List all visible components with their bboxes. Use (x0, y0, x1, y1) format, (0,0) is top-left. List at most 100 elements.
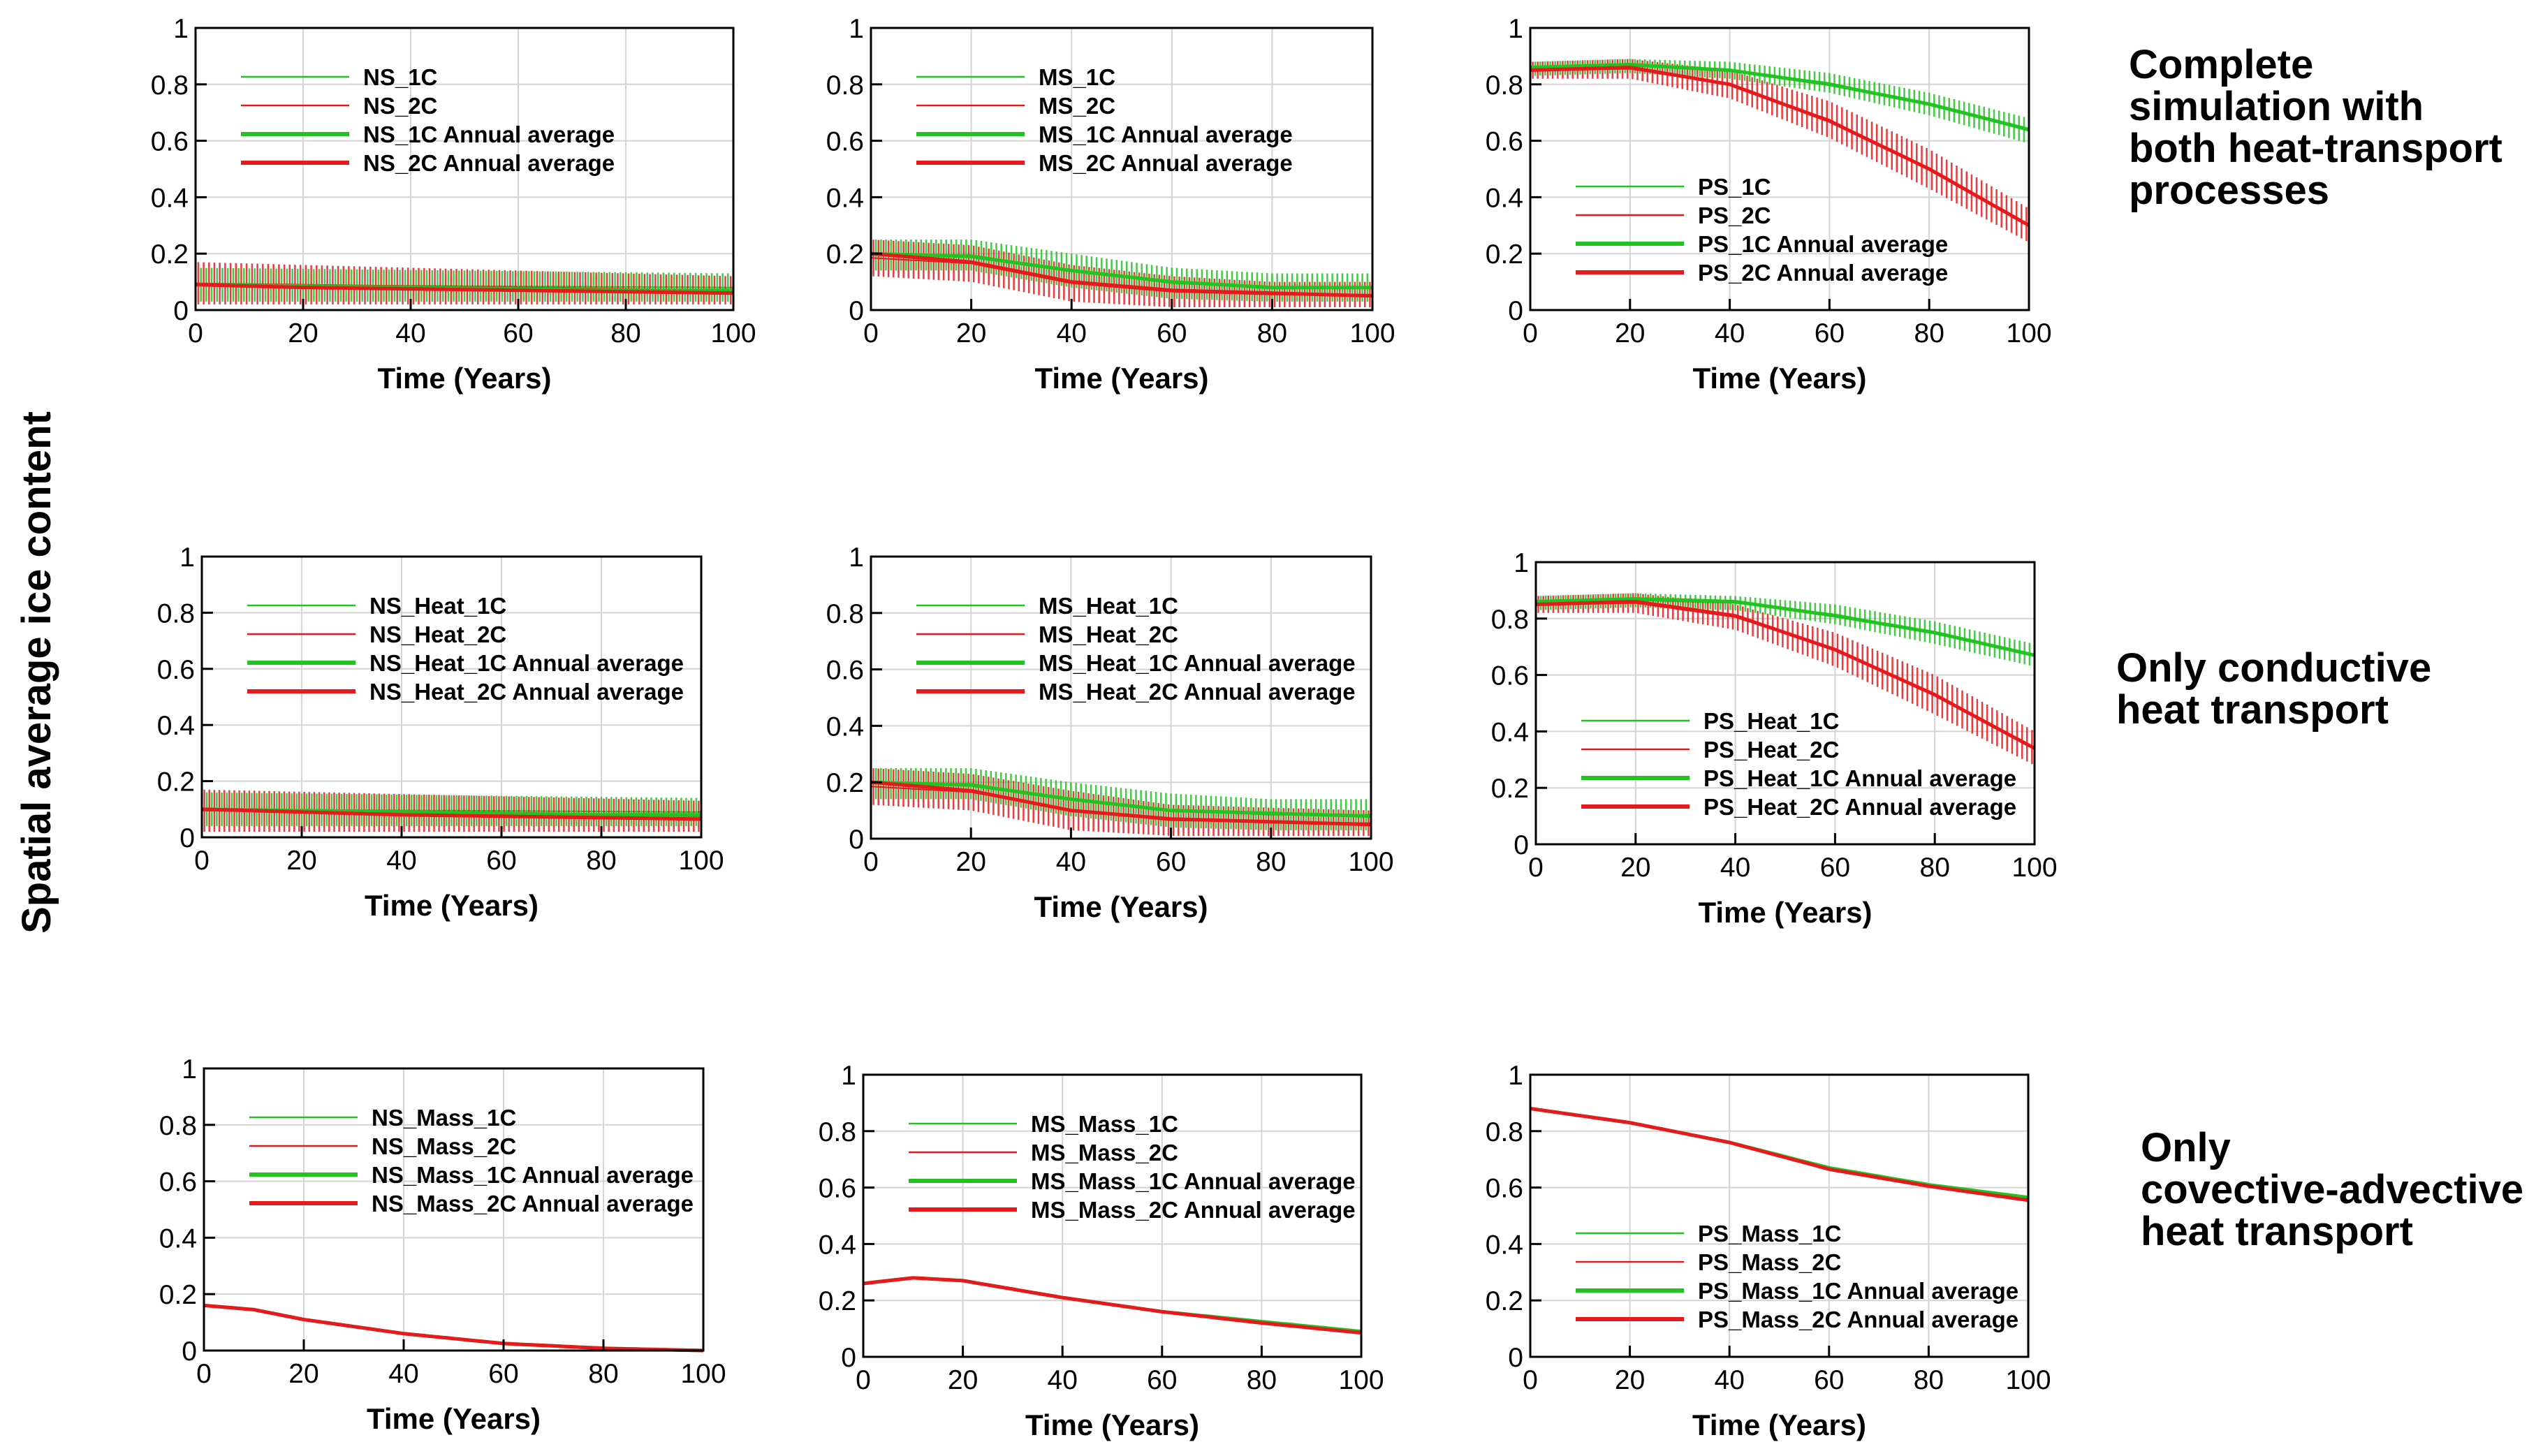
x-tick-label: 60 (1156, 847, 1186, 877)
x-tick-label: 100 (680, 1359, 726, 1389)
x-axis-label: Time (Years) (1692, 1409, 1866, 1441)
y-tick-label: 0 (182, 1337, 197, 1367)
x-tick-label: 40 (1715, 1365, 1745, 1395)
y-tick-label: 0.8 (819, 1117, 856, 1147)
chart-panel-8: 0 20 40 60 80 100 0 0.2 0.4 0.6 0.8 1 Time (Years) MS… (819, 1061, 1384, 1441)
y-tick-label: 1 (179, 543, 195, 573)
legend-label: MS_Mass_1C Annual average (1031, 1168, 1356, 1194)
ticks (870, 555, 1372, 840)
y-tick-label: 0.8 (1486, 1117, 1523, 1147)
y-tick-label: 0 (1514, 830, 1529, 860)
series-average-line (863, 1276, 1362, 1335)
series-average-line (1535, 596, 2035, 657)
legend-label: PS_Heat_2C Annual average (1703, 794, 2016, 820)
y-tick-label: 1 (182, 1054, 197, 1084)
x-tick-label: 20 (288, 1359, 318, 1389)
x-tick-label: 100 (2006, 318, 2051, 348)
x-tick-label: 40 (1056, 847, 1086, 877)
chart-panel-4: 0 20 40 60 80 100 0 0.2 0.4 0.6 0.8 1 Time (Years) NS… (157, 543, 724, 922)
x-tick-label: 80 (1914, 1365, 1944, 1395)
chart-panel-5: 0 20 40 60 80 100 0 0.2 0.4 0.6 0.8 1 Time (Years) MS… (826, 543, 1394, 923)
y-tick-label: 0.2 (826, 240, 864, 270)
legend-label: PS_1C Annual average (1698, 231, 1948, 257)
legend-label: NS_Heat_2C (369, 622, 506, 647)
y-tick-label: 0.4 (819, 1230, 856, 1260)
chart-panel-6: 0 20 40 60 80 100 0 0.2 0.4 0.6 0.8 1 Time (Years) PS… (1491, 548, 2058, 929)
x-tick-label: 100 (1338, 1365, 1384, 1395)
legend-label: MS_Mass_2C Annual average (1031, 1197, 1356, 1223)
x-tick-label: 20 (288, 318, 318, 348)
series-average-line (1530, 1107, 2029, 1203)
x-tick-label: 80 (610, 318, 640, 348)
legend-label: PS_2C (1698, 203, 1771, 228)
series-average-line (1535, 600, 2036, 750)
plot-frame (862, 1073, 1363, 1358)
row-label-line: processes (2129, 168, 2329, 213)
y-tick-label: 1 (849, 543, 864, 573)
x-tick-label: 80 (1247, 1365, 1277, 1395)
x-tick-label: 40 (386, 846, 416, 876)
x-axis-label: Time (Years) (1698, 896, 1872, 929)
chart-panel-7: 0 20 40 60 80 100 0 0.2 0.4 0.6 0.8 1 Time (Years) NS… (159, 1054, 726, 1435)
y-tick-label: 0.2 (1486, 240, 1523, 270)
x-tick-label: 20 (286, 846, 316, 876)
y-tick-label: 0.4 (1486, 183, 1523, 213)
series-average-line (203, 1303, 704, 1353)
series-band (1532, 59, 2028, 242)
plot-frame (194, 27, 735, 311)
y-tick-label: 0.2 (159, 1280, 197, 1310)
legend-label: MS_Heat_2C (1039, 622, 1178, 647)
series-average-line (1530, 62, 2030, 131)
legend-label: PS_Heat_2C (1703, 737, 1839, 763)
legend-label: NS_Mass_1C Annual average (372, 1162, 694, 1188)
y-tick-label: 0.6 (157, 655, 195, 685)
x-tick-label: 60 (488, 1359, 518, 1389)
series-line (203, 1304, 704, 1352)
y-tick-label: 0.6 (826, 656, 864, 686)
legend-label: NS_1C Annual average (363, 122, 615, 147)
y-tick-label: 0.4 (159, 1223, 197, 1253)
legend-label: MS_Heat_1C (1039, 593, 1178, 619)
y-tick-label: 0.6 (1491, 661, 1529, 691)
y-tick-label: 0.6 (826, 127, 864, 157)
x-axis-label: Time (Years) (1034, 890, 1208, 923)
y-tick-label: 1 (1508, 14, 1523, 44)
series-average-line (870, 251, 1372, 290)
x-tick-label: 80 (1920, 853, 1950, 883)
legend-label: PS_Heat_1C Annual average (1703, 765, 2016, 791)
x-tick-label: 40 (1057, 318, 1087, 348)
x-tick-label: 80 (588, 1359, 618, 1389)
x-tick-label: 0 (194, 846, 210, 876)
row-label-line: covective-advective (2141, 1167, 2523, 1212)
x-tick-label: 0 (1528, 853, 1544, 883)
x-tick-label: 80 (586, 846, 616, 876)
series-average-line (870, 780, 1372, 827)
x-tick-label: 0 (863, 318, 879, 348)
x-tick-label: 100 (1349, 318, 1395, 348)
legend-label: MS_Heat_2C Annual average (1039, 679, 1356, 705)
legend-label: NS_Mass_1C (372, 1105, 516, 1131)
y-tick-label: 0 (1508, 1343, 1523, 1373)
row-label-line: both heat-transport (2129, 126, 2502, 171)
x-tick-label: 20 (956, 318, 986, 348)
legend-label: NS_2C Annual average (363, 150, 615, 176)
y-tick-label: 0.2 (826, 768, 864, 798)
legend-label: PS_Mass_1C Annual average (1698, 1278, 2018, 1304)
y-tick-label: 1 (1508, 1061, 1523, 1091)
series-line (1530, 68, 2030, 226)
row-label-line: Only conductive (2116, 645, 2431, 691)
row-label-line: heat transport (2116, 687, 2389, 733)
x-tick-label: 0 (188, 318, 203, 348)
ticks (200, 555, 703, 839)
x-tick-label: 100 (2011, 853, 2057, 883)
x-tick-label: 100 (1348, 847, 1393, 877)
y-tick-label: 0.2 (819, 1286, 856, 1316)
y-tick-label: 0.8 (826, 599, 864, 629)
legend-label: PS_Mass_1C (1698, 1221, 1841, 1247)
y-tick-label: 0.6 (1486, 1174, 1523, 1204)
ticks (862, 1073, 1363, 1358)
x-tick-label: 0 (1523, 1365, 1538, 1395)
